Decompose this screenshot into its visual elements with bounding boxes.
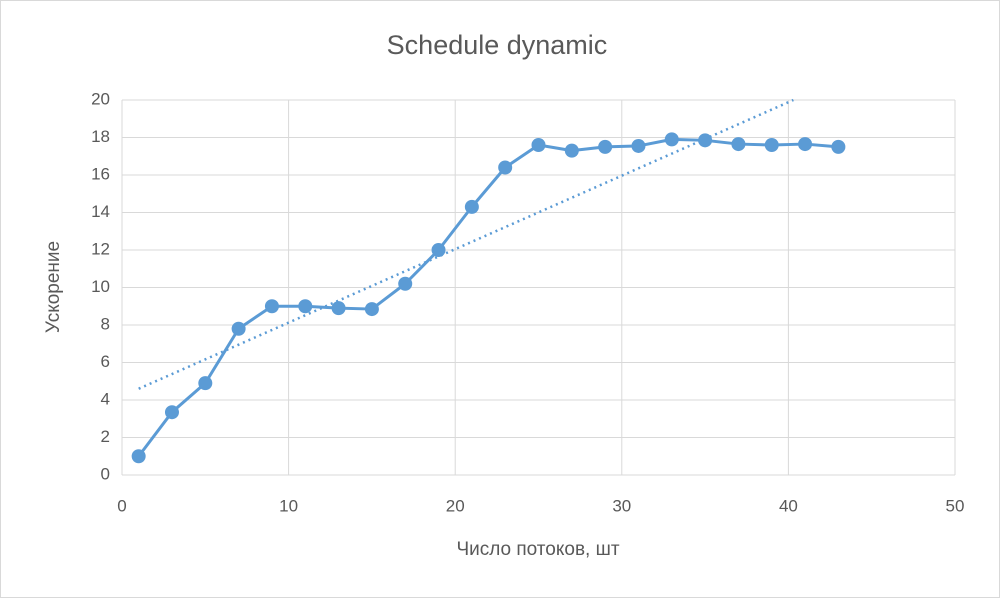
marker [731,137,746,152]
marker [531,138,546,152]
marker [564,143,579,158]
marker [264,299,279,314]
y-tick-label: 8 [101,314,110,333]
marker [131,449,146,464]
x-axis-label: Число потоков, шт [456,539,619,560]
x-tick-label: 20 [446,496,465,515]
marker [431,243,446,257]
y-tick-label: 12 [91,239,110,258]
marker [798,137,813,152]
y-tick-label: 0 [101,464,110,483]
marker [231,321,246,336]
marker [164,405,179,420]
marker [364,302,379,317]
marker [198,376,213,391]
y-tick-label: 4 [101,389,110,408]
y-tick-label: 14 [91,202,110,221]
marker [831,139,846,154]
marker [698,133,713,148]
chart-title: Schedule dynamic [387,30,608,60]
marker [598,139,613,154]
marker [631,138,646,153]
series-line [137,137,839,458]
x-tick-label: 0 [117,496,126,515]
x-tick-label: 50 [946,496,965,515]
x-tick-label: 40 [779,496,798,515]
marker [464,199,479,214]
marker [398,276,413,291]
y-axis-label: Ускорение [43,241,64,333]
x-tick-label: 30 [612,496,631,515]
marker [498,160,513,175]
marker [331,301,346,316]
x-tick-label: 10 [279,496,298,515]
y-tick-label: 10 [91,277,110,296]
marker [664,132,679,147]
y-tick-label: 18 [91,127,110,146]
y-tick-label: 16 [91,164,110,183]
marker [298,299,313,314]
y-tick-label: 6 [101,352,110,371]
marker [764,138,779,152]
y-tick-label: 20 [91,89,110,108]
y-tick-label: 2 [101,427,110,446]
